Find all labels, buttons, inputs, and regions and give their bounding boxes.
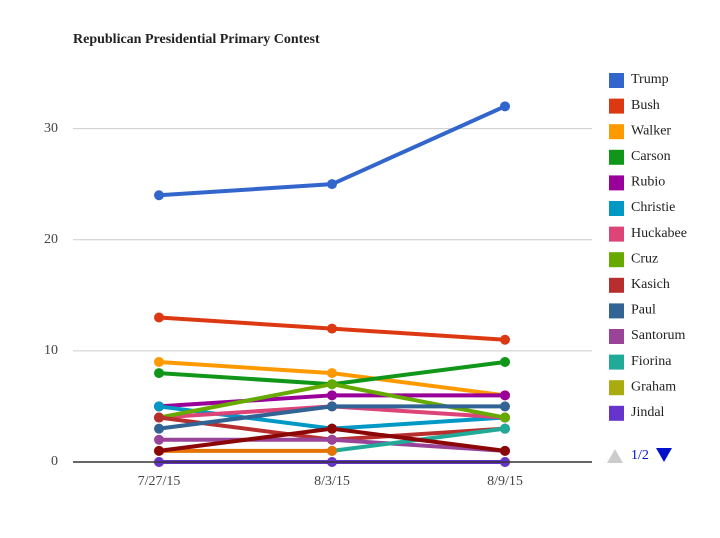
legend-swatch: [609, 380, 624, 396]
legend-page: 1/2: [631, 448, 649, 463]
data-point: [500, 445, 510, 456]
legend-label: Paul: [631, 303, 656, 318]
data-point: [500, 356, 510, 367]
data-point: [327, 423, 337, 434]
x-tick-label: 8/3/15: [314, 474, 350, 489]
legend-next[interactable]: [656, 448, 672, 462]
data-point: [327, 445, 337, 456]
data-point: [154, 412, 164, 423]
data-point: [327, 401, 337, 412]
legend-label: Graham: [631, 379, 676, 394]
data-point: [500, 334, 510, 345]
legend-swatch: [609, 175, 624, 191]
data-point: [327, 390, 337, 401]
y-tick-label: 10: [44, 343, 58, 358]
legend-label: Jindal: [631, 405, 665, 420]
legend-label: Walker: [631, 123, 671, 138]
data-point: [154, 423, 164, 434]
data-point: [154, 401, 164, 412]
legend-swatch: [609, 329, 624, 344]
data-point: [154, 445, 164, 456]
y-tick-label: 0: [51, 454, 58, 469]
y-tick-label: 20: [44, 232, 58, 247]
data-point: [154, 312, 164, 323]
data-point: [327, 368, 337, 379]
data-point: [154, 368, 164, 379]
x-tick-label: 7/27/15: [138, 474, 181, 489]
legend-swatch: [609, 73, 624, 88]
legend-label: Rubio: [631, 175, 665, 190]
legend-label: Santorum: [631, 328, 686, 343]
data-point: [154, 356, 164, 367]
legend-label: Cruz: [631, 251, 658, 266]
legend-label: Trump: [631, 72, 669, 87]
legend-prev[interactable]: [607, 449, 623, 463]
data-point: [327, 323, 337, 334]
data-point: [500, 101, 510, 112]
legend-label: Christie: [631, 200, 675, 215]
legend-swatch: [609, 98, 624, 114]
data-point: [500, 412, 510, 423]
legend-swatch: [609, 201, 624, 216]
legend-swatch: [609, 124, 624, 140]
legend-label: Huckabee: [631, 226, 687, 241]
data-point: [500, 401, 510, 412]
data-point: [500, 390, 510, 401]
data-point: [327, 379, 337, 390]
legend-swatch: [609, 354, 624, 370]
data-point: [500, 423, 510, 434]
x-tick-label: 8/9/15: [487, 474, 523, 489]
legend-swatch: [609, 149, 624, 165]
y-tick-label: 30: [44, 121, 58, 136]
data-point: [154, 190, 164, 201]
legend-swatch: [609, 277, 624, 293]
legend-label: Fiorina: [631, 354, 672, 369]
data-point: [327, 179, 337, 190]
legend-swatch: [609, 405, 624, 421]
legend-label: Kasich: [631, 277, 670, 292]
chart-title: Republican Presidential Primary Contest: [73, 32, 320, 47]
legend-swatch: [609, 252, 624, 268]
data-point: [154, 434, 164, 445]
legend-swatch: [609, 303, 624, 319]
legend-label: Carson: [631, 149, 671, 164]
legend-label: Bush: [631, 98, 660, 113]
legend-swatch: [609, 226, 624, 242]
data-point: [327, 434, 337, 445]
